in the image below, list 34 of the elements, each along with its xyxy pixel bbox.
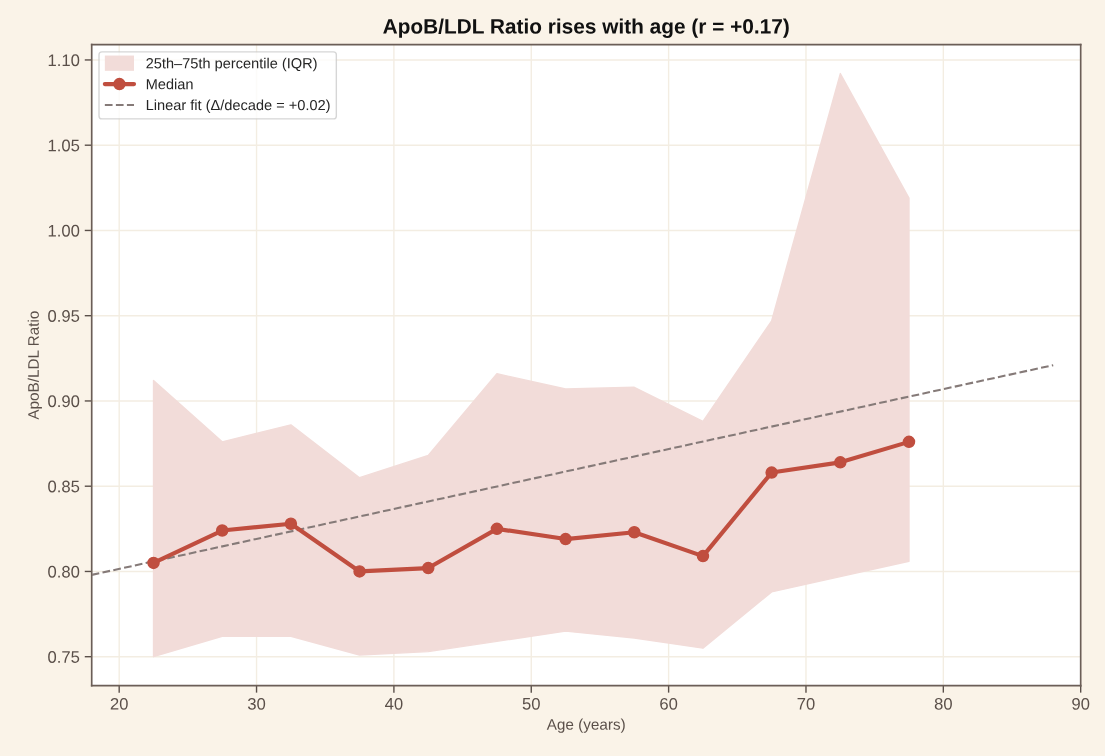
x-tick-label: 60: [660, 697, 678, 710]
point: [421, 561, 435, 575]
legend-label: Median: [146, 78, 193, 90]
y-tick-label: 1.00: [48, 224, 80, 237]
point: [284, 517, 298, 530]
x-tick-label: 40: [385, 697, 403, 710]
point: [490, 522, 504, 536]
y-tick-label: 1.10: [48, 54, 80, 67]
x-tick-label: 30: [247, 697, 266, 710]
y-tick-label: 1.05: [48, 139, 80, 152]
point: [353, 565, 366, 578]
point: [902, 435, 916, 449]
point: [559, 532, 572, 546]
x-tick-label: 20: [110, 697, 128, 710]
point: [628, 525, 641, 539]
x-tick-label: 70: [797, 697, 815, 710]
y-tick-label: 0.80: [48, 565, 80, 578]
point: [834, 456, 847, 469]
annotation: 25th–75th percentile (IQR): [146, 57, 317, 72]
x-tick-label: 90: [1072, 697, 1090, 710]
x-tick-label: 50: [522, 697, 540, 710]
legend-label: Linear fit (Δ/decade = +0.02): [146, 99, 330, 114]
point: [147, 556, 160, 570]
x-tick-label: 80: [934, 697, 952, 710]
y-tick-label: 0.95: [48, 310, 80, 322]
y-axis-title: ApoB/LDL Ratio: [27, 311, 42, 420]
point: [696, 549, 710, 563]
chart-title: ApoB/LDL Ratio rises with age (r = +0.17): [383, 18, 789, 38]
point: [215, 524, 229, 537]
x-axis-title: Age (years): [546, 718, 625, 733]
y-tick-label: 0.75: [48, 651, 80, 663]
y-tick-label: 0.85: [48, 480, 80, 493]
y-tick-label: 0.90: [48, 395, 80, 408]
point: [765, 466, 778, 479]
